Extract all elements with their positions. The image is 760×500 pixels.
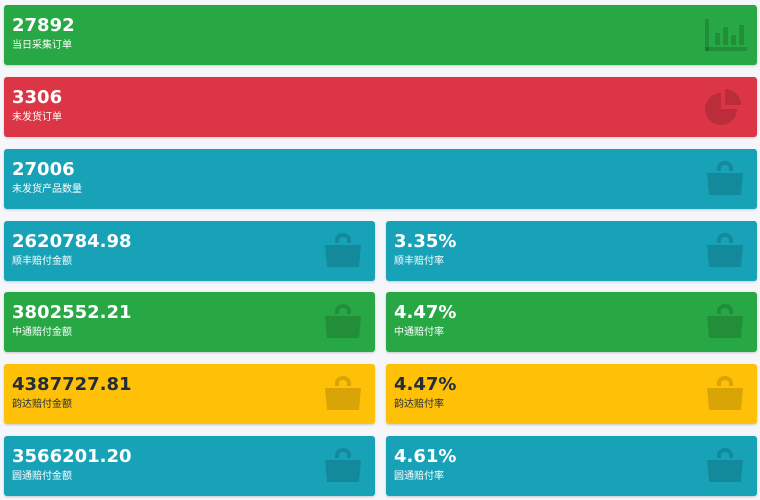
stat-value: 27006 xyxy=(12,159,75,180)
stat-value: 4.61% xyxy=(394,446,457,467)
stat-label: 圆通赔付金额 xyxy=(12,471,72,482)
shopping-bag-icon xyxy=(321,233,365,269)
stat-value: 3306 xyxy=(12,87,63,108)
bar-chart-icon xyxy=(703,17,747,53)
shopping-bag-icon xyxy=(321,448,365,484)
shopping-bag-icon xyxy=(321,304,365,340)
daily-collected-orders-box: 27892 当日采集订单 xyxy=(4,5,757,65)
stat-value: 4387727.81 xyxy=(12,374,132,395)
stat-label: 未发货产品数量 xyxy=(12,184,82,195)
stat-value: 2620784.98 xyxy=(12,231,132,252)
stat-label: 中通赔付率 xyxy=(394,327,444,338)
stat-value: 3566201.20 xyxy=(12,446,132,467)
shopping-bag-icon xyxy=(703,233,747,269)
stat-value: 3.35% xyxy=(394,231,457,252)
stat-label: 中通赔付金额 xyxy=(12,327,72,338)
yunda-compensation-rate-box: 4.47% 韵达赔付率 xyxy=(386,364,757,424)
sf-compensation-amount-box: 2620784.98 顺丰赔付金额 xyxy=(4,221,375,281)
unshipped-products-box: 27006 未发货产品数量 xyxy=(4,149,757,209)
sf-compensation-rate-box: 3.35% 顺丰赔付率 xyxy=(386,221,757,281)
shopping-bag-icon xyxy=(703,448,747,484)
zto-compensation-rate-box: 4.47% 中通赔付率 xyxy=(386,292,757,352)
yto-compensation-rate-box: 4.61% 圆通赔付率 xyxy=(386,436,757,496)
shopping-bag-icon xyxy=(703,161,747,197)
shopping-bag-icon xyxy=(703,376,747,412)
stat-label: 韵达赔付率 xyxy=(394,399,444,410)
stat-label: 韵达赔付金额 xyxy=(12,399,72,410)
yunda-compensation-amount-box: 4387727.81 韵达赔付金额 xyxy=(4,364,375,424)
stat-label: 当日采集订单 xyxy=(12,40,72,51)
stat-label: 圆通赔付率 xyxy=(394,471,444,482)
yto-compensation-amount-box: 3566201.20 圆通赔付金额 xyxy=(4,436,375,496)
stat-value: 4.47% xyxy=(394,302,457,323)
stat-label: 顺丰赔付率 xyxy=(394,256,444,267)
stat-value: 3802552.21 xyxy=(12,302,132,323)
stat-label: 未发货订单 xyxy=(12,112,62,123)
shopping-bag-icon xyxy=(321,376,365,412)
unshipped-orders-box: 3306 未发货订单 xyxy=(4,77,757,137)
pie-chart-icon xyxy=(703,89,747,125)
stat-value: 27892 xyxy=(12,15,75,36)
zto-compensation-amount-box: 3802552.21 中通赔付金额 xyxy=(4,292,375,352)
shopping-bag-icon xyxy=(703,304,747,340)
stat-value: 4.47% xyxy=(394,374,457,395)
stat-label: 顺丰赔付金额 xyxy=(12,256,72,267)
